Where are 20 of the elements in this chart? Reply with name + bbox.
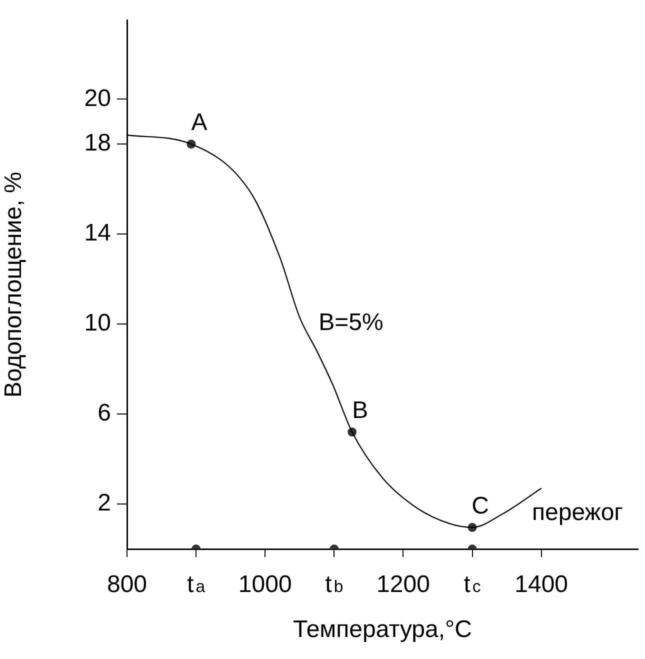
- x-tick-label: tb: [325, 571, 344, 598]
- y-tick-label: 14: [84, 220, 111, 247]
- y-axis-title: Водопоглощение, %: [0, 172, 28, 398]
- x-tick-label: 1400: [514, 571, 568, 598]
- y-tick-label: 18: [84, 130, 111, 157]
- annotation: пережог: [532, 499, 624, 526]
- y-tick-label: 2: [98, 490, 111, 517]
- x-tick-label: 1200: [376, 571, 430, 598]
- y-tick-label: 10: [84, 310, 111, 337]
- annotation: C: [472, 492, 489, 520]
- y-tick-label: 20: [84, 84, 111, 112]
- x-tick-label: 800: [106, 571, 148, 598]
- x-axis-title: Температура,°C: [293, 616, 472, 644]
- annotation: B: [352, 397, 368, 424]
- x-tick-label: tc: [464, 571, 481, 598]
- x-tick-label: ta: [187, 571, 206, 598]
- x-tick-label: 1000: [238, 571, 292, 598]
- annotation: A: [191, 109, 208, 136]
- annotation: B=5%: [318, 309, 384, 336]
- y-tick-label: 6: [98, 400, 111, 427]
